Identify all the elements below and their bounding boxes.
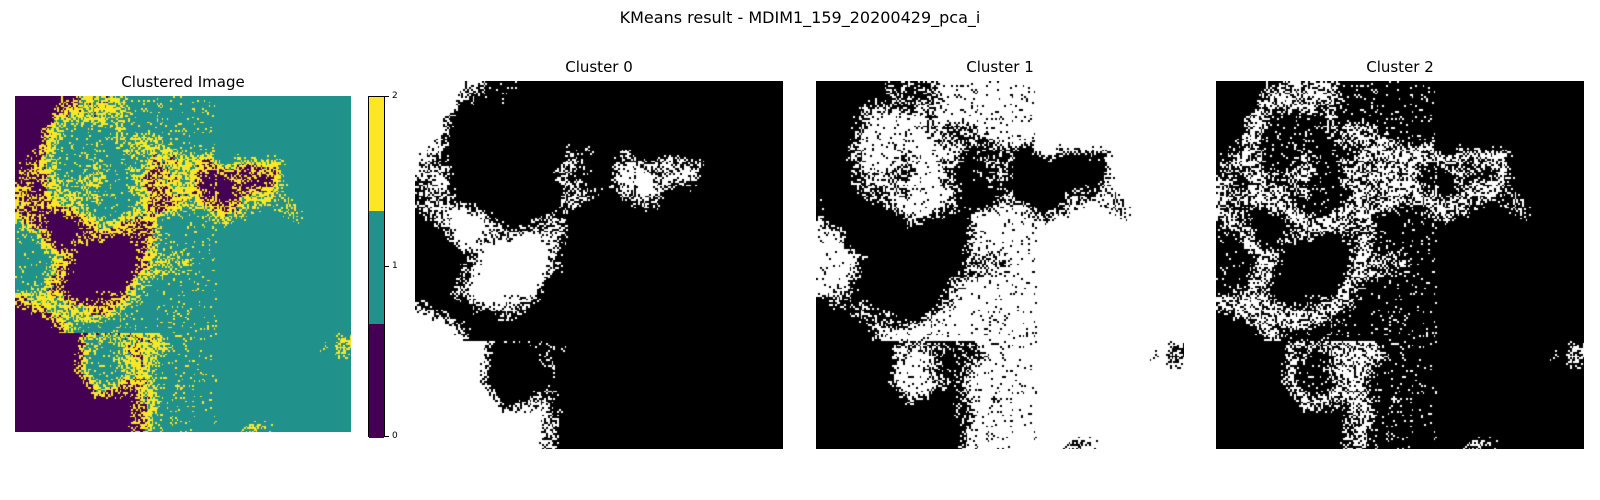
colorbar-tick-2 (385, 96, 389, 97)
cluster-0-mask (415, 81, 783, 449)
cluster-2-title: Cluster 2 (1366, 58, 1434, 76)
cluster-1-title: Cluster 1 (966, 58, 1034, 76)
cluster-1-mask (816, 81, 1184, 449)
cluster-2-mask (1216, 81, 1584, 449)
colorbar-segment-0 (369, 324, 384, 438)
colorbar-tick-label-2: 2 (392, 91, 398, 101)
colorbar-tick-label-1: 1 (392, 261, 398, 271)
colorbar (368, 96, 385, 438)
colorbar-segment-1 (369, 211, 384, 324)
cluster-0-title: Cluster 0 (565, 58, 633, 76)
colorbar-tick-label-0: 0 (392, 431, 398, 441)
clustered-image (15, 96, 351, 432)
colorbar-tick-1 (385, 266, 389, 267)
figure-title: KMeans result - MDIM1_159_20200429_pca_i (619, 8, 981, 27)
colorbar-segment-2 (369, 97, 384, 211)
clustered-image-title: Clustered Image (121, 73, 245, 91)
colorbar-tick-0 (385, 436, 389, 437)
